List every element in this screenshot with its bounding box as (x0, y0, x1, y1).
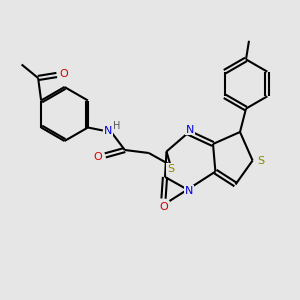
Text: N: N (104, 125, 112, 136)
Text: N: N (186, 124, 194, 135)
Text: H: H (113, 121, 120, 131)
Text: O: O (60, 69, 69, 80)
Text: O: O (159, 202, 168, 212)
Text: S: S (167, 164, 174, 174)
Text: S: S (257, 155, 265, 166)
Text: N: N (185, 186, 193, 196)
Text: O: O (93, 152, 102, 162)
